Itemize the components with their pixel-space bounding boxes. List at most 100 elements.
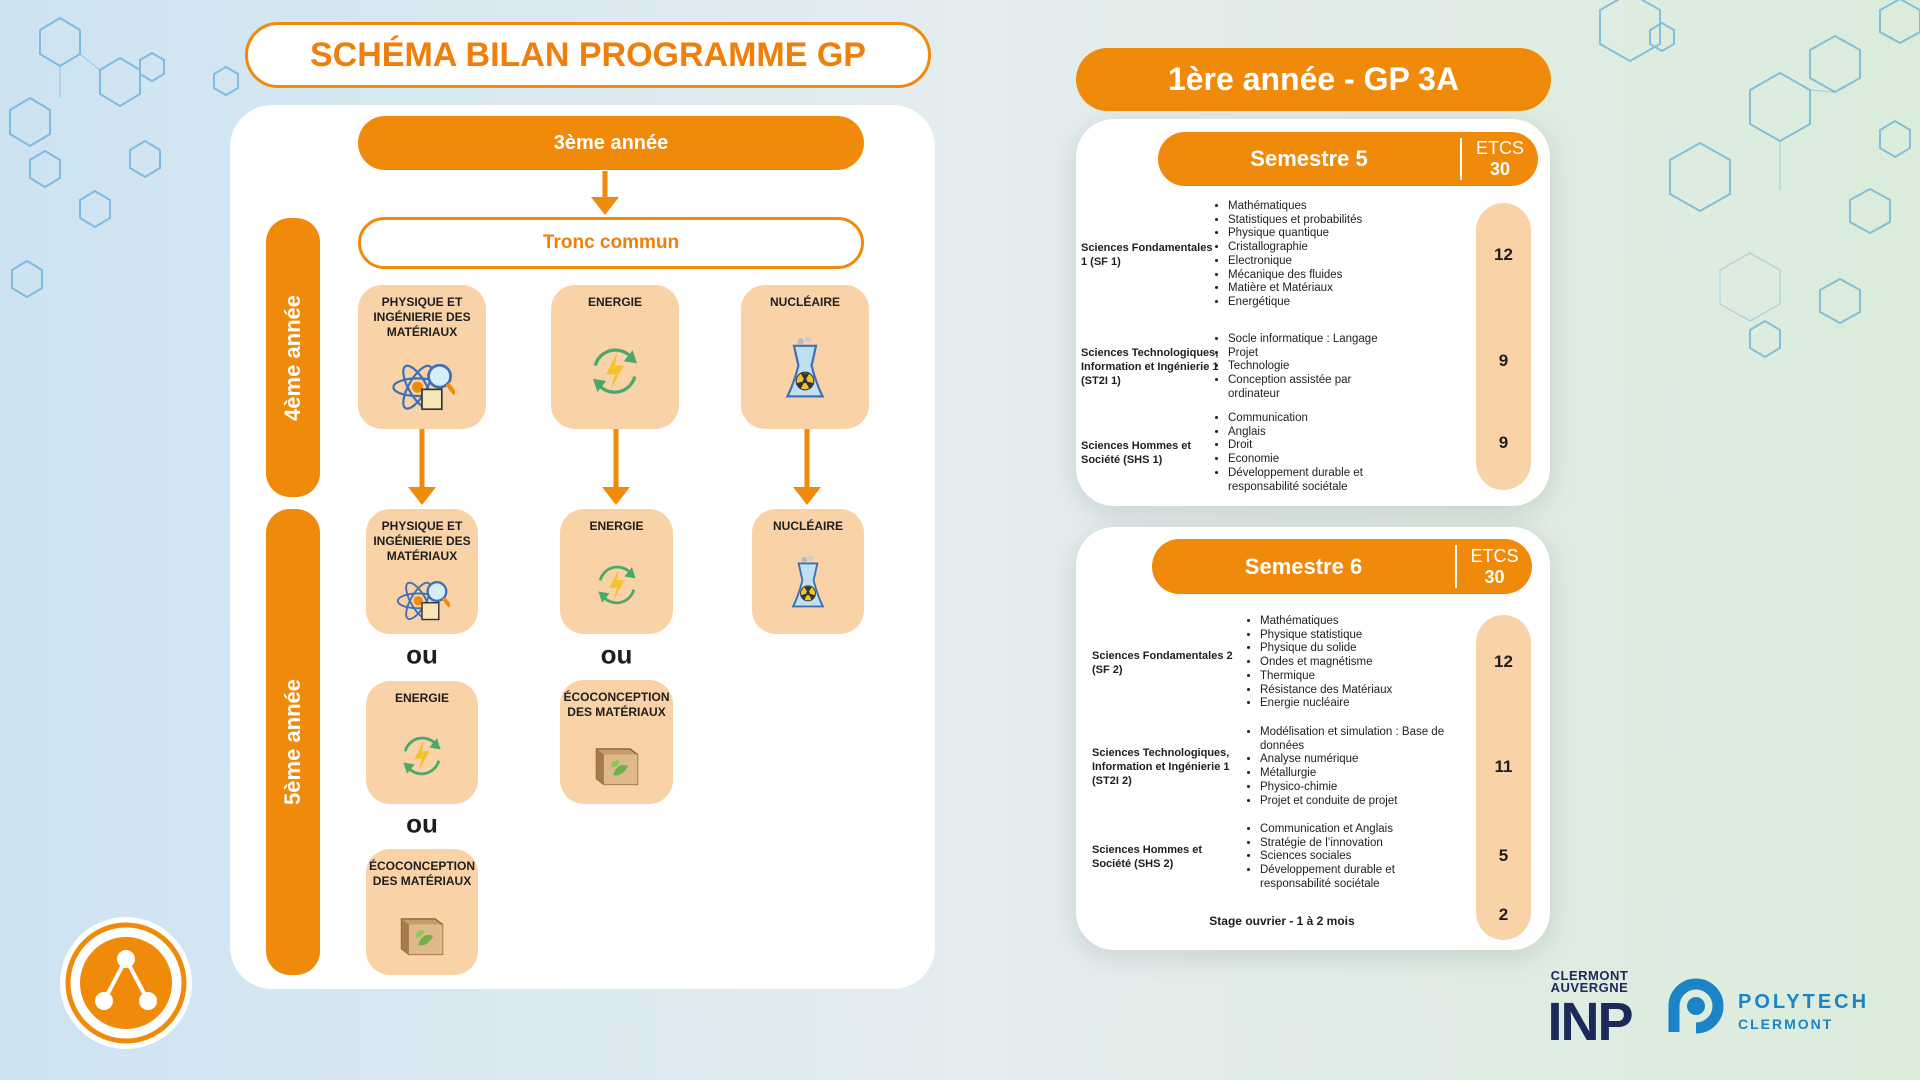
- etcs-total: 30: [1489, 159, 1511, 179]
- course-item: Energie nucléaire: [1260, 697, 1460, 711]
- row-credits: 5: [1498, 846, 1509, 865]
- option-card: PHYSIQUE ET INGÉNIERIE DES MATÉRIAUX: [358, 285, 486, 429]
- course-row: Sciences Technologiques, Information et …: [1092, 726, 1460, 808]
- row-label: Sciences Hommes et Société (SHS 1): [1081, 440, 1192, 467]
- or-separator: ou: [406, 808, 438, 839]
- option-icon: [403, 736, 441, 776]
- course-item: Droit: [1228, 439, 1393, 453]
- option-icon: [593, 347, 637, 394]
- etcs-box: ETCS 30: [1462, 132, 1538, 186]
- course-row: Sciences Technologiques, Information et …: [1081, 333, 1393, 402]
- course-item: Développement durable et responsabilité …: [1228, 467, 1393, 494]
- semester-header: Semestre 6 ETCS 30: [1152, 539, 1532, 594]
- option-title: ENERGIE: [587, 295, 642, 309]
- row-credits: 9: [1498, 351, 1509, 370]
- course-item: Stratégie de l’innovation: [1260, 837, 1460, 851]
- course-item: Résistance des Matériaux: [1260, 684, 1460, 698]
- course-list: MathématiquesPhysique statistiquePhysiqu…: [1246, 615, 1460, 711]
- row-credits: 12: [1494, 245, 1513, 264]
- option-icon-box: [589, 720, 645, 804]
- row-label: Sciences Fondamentales 2 (SF 2): [1092, 649, 1233, 676]
- option-icon: [392, 363, 455, 410]
- etcs-divider: [1460, 138, 1462, 180]
- arrow: [602, 429, 630, 505]
- option-card: ÉCOCONCEPTION DES MATÉRIAUX: [366, 849, 478, 975]
- course-item: Analyse numérique: [1260, 753, 1460, 767]
- option-card: ENERGIE: [560, 509, 673, 634]
- course-item: Ondes et magnétisme: [1260, 656, 1460, 670]
- tronc-commun: Tronc commun: [358, 217, 864, 269]
- credits-column: [1476, 203, 1531, 490]
- arrow: [793, 429, 821, 505]
- course-row: Sciences Hommes et Société (SHS 1) Commun…: [1081, 412, 1393, 494]
- course-item: Energétique: [1228, 296, 1393, 310]
- course-list: Communication et AnglaisStratégie de l’i…: [1246, 823, 1460, 892]
- etcs-total: 30: [1484, 566, 1505, 587]
- course-item: Mathématiques: [1260, 615, 1460, 629]
- course-item: Communication et Anglais: [1260, 823, 1460, 837]
- polytech-text: POLYTECH: [1738, 991, 1870, 1013]
- year4-bar: 4ème année: [266, 218, 320, 497]
- year5-bar: 5ème année: [266, 509, 320, 975]
- option-card: PHYSIQUE ET INGÉNIERIE DES MATÉRIAUX: [366, 509, 478, 634]
- option-icon-box: [389, 340, 455, 429]
- inp-logo: CLERMONT AUVERGNE INP: [1532, 969, 1647, 1065]
- polytech-mark: [1668, 978, 1724, 1034]
- main-title: SCHÉMA BILAN PROGRAMME GP: [245, 22, 931, 88]
- option-icon-box: [394, 889, 450, 975]
- option-icon-box: [394, 706, 450, 804]
- course-row: Sciences Hommes et Société (SHS 2) Commun…: [1092, 823, 1460, 892]
- option-title: ÉCOCONCEPTION DES MATÉRIAUX: [563, 690, 670, 719]
- course-item: Communication: [1228, 412, 1393, 426]
- option-title: PHYSIQUE ET INGÉNIERIE DES MATÉRIAUX: [373, 295, 471, 339]
- course-item: Economie: [1228, 453, 1393, 467]
- row-label: Sciences Fondamentales 1 (SF 1): [1081, 241, 1213, 268]
- semester-name: Semestre 6: [1244, 553, 1363, 579]
- option-title: ENERGIE: [394, 691, 449, 705]
- course-item: Physique statistique: [1260, 629, 1460, 643]
- option-icon-box: [582, 310, 648, 429]
- option-icon: [595, 748, 638, 786]
- course-item: Technologie: [1228, 360, 1393, 374]
- row-label: Sciences Technologiques, Information et …: [1081, 347, 1219, 388]
- option-icon: [597, 565, 636, 605]
- course-item: Electronique: [1228, 255, 1393, 269]
- option-icon: [400, 918, 444, 956]
- arrow: [591, 171, 619, 215]
- arrow: [408, 429, 436, 505]
- etcs-divider: [1455, 545, 1457, 588]
- course-list: Modélisation et simulation : Base de don…: [1246, 726, 1460, 808]
- option-icon-box: [589, 534, 645, 634]
- course-item: Physique du solide: [1260, 642, 1460, 656]
- option-icon: [785, 336, 825, 397]
- polytech-sub: CLERMONT: [1738, 1016, 1834, 1032]
- course-item: Développement durable et responsabilité …: [1260, 864, 1460, 891]
- course-item: Statistiques et probabilités: [1228, 214, 1393, 228]
- option-title: ÉCOCONCEPTION DES MATÉRIAUX: [369, 859, 476, 888]
- course-item: Physico-chimie: [1260, 781, 1460, 795]
- course-list: Socle informatique : LangageProjetTechno…: [1214, 333, 1393, 402]
- semester-header: Semestre 5 ETCS 30: [1158, 132, 1538, 186]
- inp-line2: AUVERGNE: [1550, 980, 1629, 995]
- option-card: NUCLÉAIRE: [752, 509, 864, 634]
- etcs-label: ETCS: [1470, 545, 1519, 566]
- course-list: MathématiquesStatistiques et probabilité…: [1214, 200, 1393, 310]
- course-item: Sciences sociales: [1260, 850, 1460, 864]
- stage-credits: 2: [1498, 905, 1509, 924]
- row-credits: 9: [1498, 433, 1509, 452]
- course-item: Cristallographie: [1228, 241, 1393, 255]
- option-icon: [396, 581, 450, 621]
- course-item: Projet: [1228, 347, 1393, 361]
- course-item: Mathématiques: [1228, 200, 1393, 214]
- semester-name: Semestre 5: [1250, 146, 1368, 171]
- option-title: NUCLÉAIRE: [772, 519, 843, 533]
- option-card: ENERGIE: [366, 681, 478, 804]
- row-credits: 12: [1494, 652, 1513, 671]
- course-item: Matière et Matériaux: [1228, 282, 1393, 296]
- option-card: ENERGIE: [551, 285, 679, 429]
- option-title: PHYSIQUE ET INGÉNIERIE DES MATÉRIAUX: [373, 519, 471, 563]
- option-icon-box: [394, 564, 450, 634]
